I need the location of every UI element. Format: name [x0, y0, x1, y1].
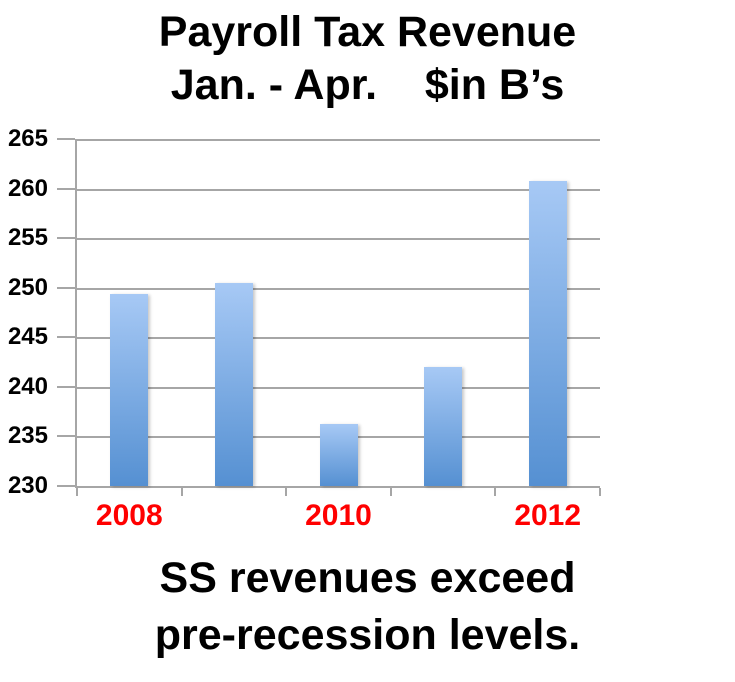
gridline-260 [77, 188, 600, 191]
x-axis-tick [494, 488, 497, 496]
bar-2008 [110, 293, 149, 486]
x-axis-tick [285, 488, 288, 496]
bar-2012 [528, 180, 567, 486]
y-tick-255 [57, 237, 75, 240]
x-axis-tick [180, 488, 183, 496]
y-tick-label-245: 245 [7, 323, 48, 351]
x-axis-tick [389, 488, 392, 496]
chart-caption: SS revenues exceed pre-recession levels. [0, 550, 735, 664]
y-tick-265 [57, 138, 75, 140]
x-tick-label-2010: 2010 [305, 499, 372, 532]
y-tick-245 [57, 336, 75, 339]
y-tick-240 [57, 385, 75, 388]
bar-2010 [319, 423, 358, 486]
gridline-240 [77, 386, 600, 389]
plot-area: 2008 2010 2012 [75, 139, 601, 532]
y-tick-label-255: 255 [7, 224, 48, 252]
y-tick-235 [57, 435, 75, 438]
y-tick-230 [57, 485, 75, 487]
gridline-265 [77, 139, 600, 141]
y-tick-label-265: 265 [7, 125, 48, 152]
chart-title-line1: Payroll Tax Revenue [158, 8, 577, 56]
y-tick-label-240: 240 [7, 372, 48, 400]
bar-2011 [424, 367, 463, 486]
chart-title-line2: Jan. - Apr. $in B’s [170, 61, 565, 109]
gridline-255 [77, 238, 600, 241]
x-axis-tick [599, 488, 601, 496]
gridline-245 [77, 337, 600, 340]
bar-chart: 2008 2010 2012 230 235 240 245 250 255 260 265 [0, 127, 735, 532]
y-tick-label-250: 250 [7, 273, 48, 301]
y-tick-label-230: 230 [7, 472, 48, 499]
y-tick-label-260: 260 [7, 174, 48, 202]
y-tick-label-235: 235 [7, 422, 48, 450]
caption-line2: pre-recession levels. [154, 611, 581, 659]
x-tick-label-2012: 2012 [514, 499, 582, 532]
x-tick-label-2008: 2008 [95, 499, 163, 532]
y-tick-250 [57, 286, 75, 289]
x-axis-tick [76, 488, 78, 496]
gridline-250 [77, 287, 600, 290]
bar-2009 [214, 282, 253, 486]
chart-title: Payroll Tax Revenue Jan. - Apr. $in B’s [0, 6, 735, 112]
caption-line1: SS revenues exceed [159, 554, 576, 602]
y-tick-260 [57, 187, 75, 190]
